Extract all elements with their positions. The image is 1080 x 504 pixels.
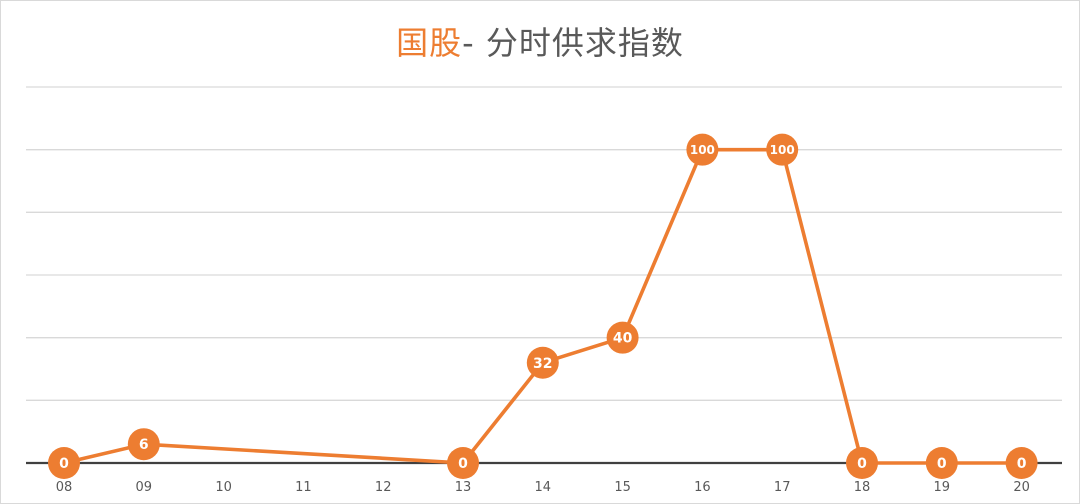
data-point xyxy=(48,447,80,479)
data-label: 0 xyxy=(937,456,947,472)
x-tick-label: 20 xyxy=(1013,480,1030,495)
data-point xyxy=(526,346,559,379)
data-label: 40 xyxy=(613,331,633,347)
series-line-0 xyxy=(62,147,1024,465)
data-point xyxy=(846,447,878,479)
x-tick-label: 18 xyxy=(854,480,871,495)
x-tick-label: 13 xyxy=(455,480,472,495)
data-points: 0 6 0 32 40 100 100 0 0 0 xyxy=(48,133,1038,479)
chart-title-accent: 国股 xyxy=(396,24,463,62)
data-point xyxy=(447,447,479,479)
data-point xyxy=(686,133,719,166)
x-tick-label: 10 xyxy=(215,480,232,495)
data-label: 100 xyxy=(690,143,715,157)
gridlines xyxy=(26,86,1062,401)
x-tick-label: 08 xyxy=(56,480,73,495)
x-tick-label: 14 xyxy=(535,480,552,495)
series-line xyxy=(62,147,1024,465)
data-point xyxy=(606,321,639,354)
x-tick-label: 11 xyxy=(295,480,312,495)
data-label: 0 xyxy=(59,456,69,472)
x-tick-label: 09 xyxy=(136,480,153,495)
x-tick-label: 15 xyxy=(614,480,631,495)
x-tick-label: 17 xyxy=(774,480,791,495)
x-tick-label: 16 xyxy=(694,480,711,495)
data-point xyxy=(766,133,799,166)
x-tick-label: 19 xyxy=(934,480,951,495)
data-label: 0 xyxy=(1017,456,1027,472)
data-label: 32 xyxy=(533,356,552,372)
x-tick-label: 12 xyxy=(375,480,392,495)
data-point xyxy=(1005,447,1038,479)
chart-title: 国股- 分时供求指数 xyxy=(0,18,1080,68)
data-label: 0 xyxy=(458,456,468,472)
chart-title-rest: - 分时供求指数 xyxy=(462,24,684,62)
x-tick-labels: 08 09 10 11 12 13 14 15 16 17 18 19 20 xyxy=(56,480,1030,495)
data-label: 6 xyxy=(139,437,149,453)
data-point xyxy=(127,428,160,461)
data-label: 100 xyxy=(770,143,795,157)
data-label: 0 xyxy=(857,456,867,472)
data-point xyxy=(925,447,958,479)
